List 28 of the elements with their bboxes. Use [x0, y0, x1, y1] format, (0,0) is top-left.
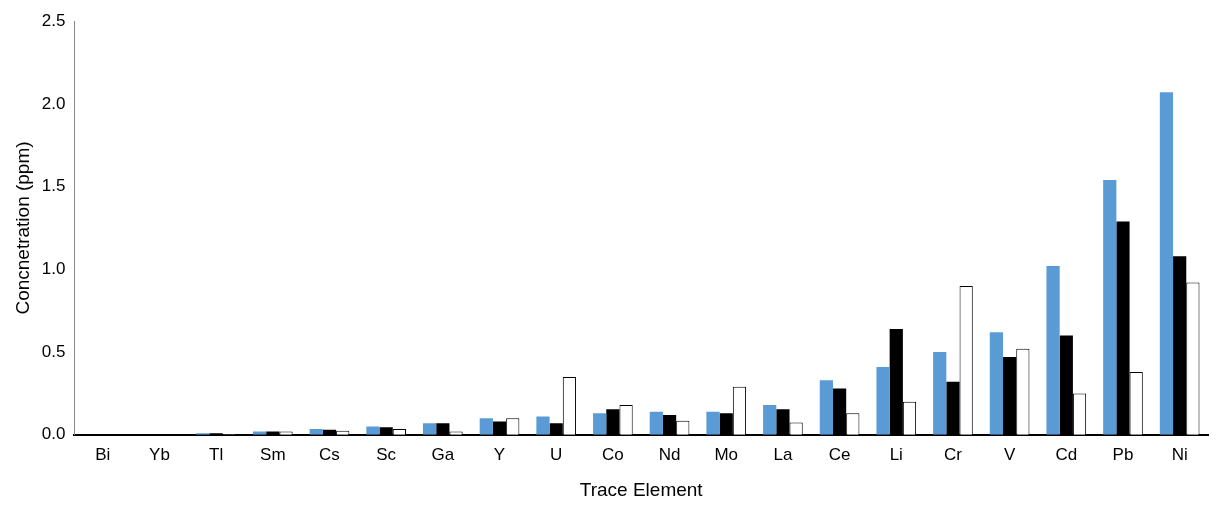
x-tick-label: U: [550, 444, 563, 464]
y-tick-label: 1.5: [41, 176, 66, 196]
x-tick-label: Ce: [828, 444, 851, 464]
y-axis-title: Concnetration (ppm): [11, 141, 33, 315]
x-tick-label: Cd: [1055, 444, 1078, 464]
y-tick-label: 0.5: [41, 341, 66, 361]
x-tick-label: Co: [602, 444, 624, 464]
x-tick-label: Nd: [658, 444, 681, 464]
x-tick-label: La: [773, 444, 793, 464]
x-tick-label: Bi: [95, 444, 111, 464]
x-tick-label: Mo: [714, 444, 739, 464]
x-tick-label: V: [1003, 444, 1016, 464]
y-tick-label: 0.0: [41, 424, 66, 444]
x-axis-title: Trace Element: [579, 478, 704, 500]
y-tick-label: 1.0: [41, 259, 66, 279]
x-tick-label: Yb: [149, 444, 170, 464]
x-tick-label: Ni: [1171, 444, 1188, 464]
x-tick-label: Pb: [1112, 444, 1134, 464]
x-tick-label: Cr: [943, 444, 963, 464]
y-tick-label: 2.0: [41, 93, 66, 113]
x-tick-label: Tl: [209, 444, 224, 464]
x-tick-label: Cs: [319, 444, 340, 464]
y-tick-label: 2.5: [41, 10, 66, 30]
x-tick-label: Y: [493, 444, 506, 464]
x-tick-label: Ga: [431, 444, 455, 464]
x-tick-label: Sc: [376, 444, 397, 464]
x-tick-label: Li: [889, 444, 903, 464]
x-tick-label: Sm: [260, 444, 286, 464]
